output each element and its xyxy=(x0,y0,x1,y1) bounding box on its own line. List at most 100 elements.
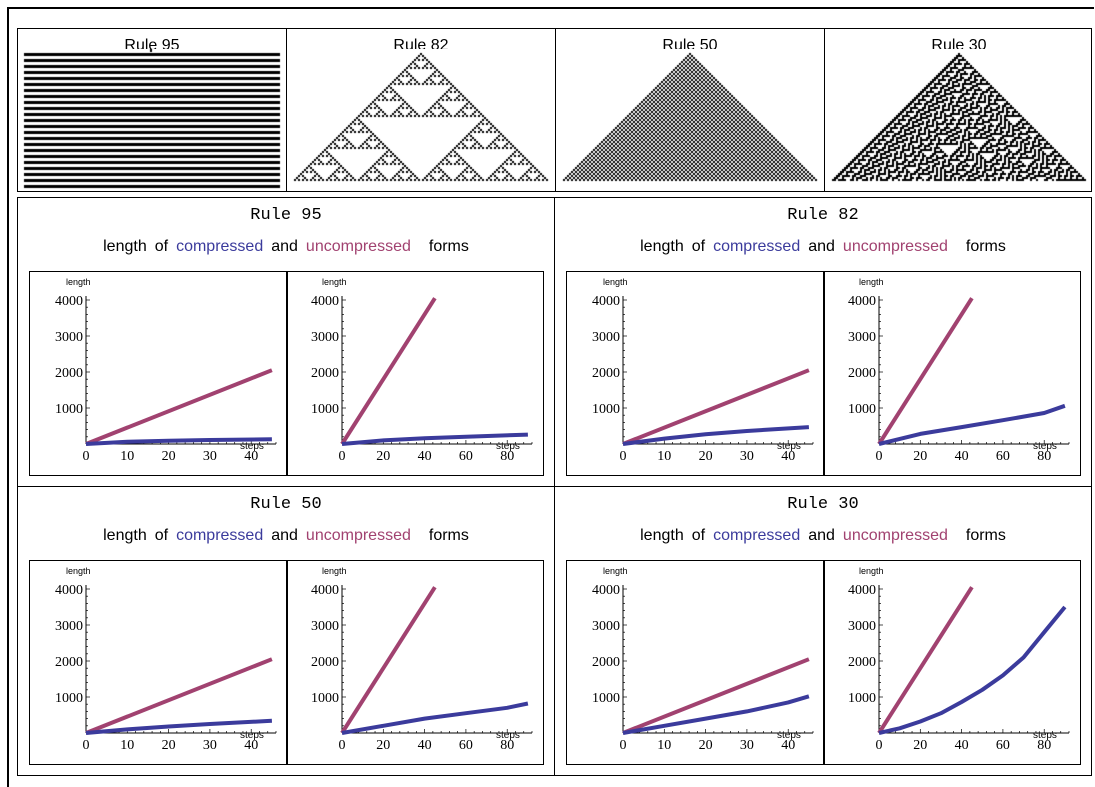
x-tick-label: 40 xyxy=(781,738,795,753)
plot-box: 0 10 20 30 40 1000 2000 3000 4000 length steps 0 20 4… xyxy=(566,271,1081,476)
x-tick-label: 0 xyxy=(620,738,627,753)
series-line-compressed xyxy=(85,718,273,735)
subtitle-word: of xyxy=(154,238,169,255)
y-tick-label: 2000 xyxy=(311,655,339,670)
plot-box: 0 10 20 30 40 1000 2000 3000 4000 length steps 0 20 4… xyxy=(29,271,544,476)
y-tick-label: 3000 xyxy=(848,619,876,634)
y-tick-label: 3000 xyxy=(311,330,339,345)
x-tick-label: 30 xyxy=(203,738,217,753)
series-line-uncompressed xyxy=(85,657,273,735)
series-line-compressed xyxy=(622,425,810,446)
x-axis-label: steps xyxy=(1033,730,1057,741)
chart-panel: Rule 30 length of compressed and uncompressed… xyxy=(554,486,1092,776)
y-axis-label: length xyxy=(859,277,884,287)
y-axis-label: length xyxy=(859,566,884,576)
y-tick-label: 2000 xyxy=(848,655,876,670)
series-line-uncompressed xyxy=(85,368,273,446)
subplot-divider xyxy=(823,561,825,764)
subtitle-word: length xyxy=(103,527,147,544)
chart-panel: Rule 95 length of compressed and uncompressed… xyxy=(17,197,555,487)
rule-cell-50: Rule 50 xyxy=(555,29,824,191)
x-tick-label: 0 xyxy=(876,738,883,753)
y-axis-label: length xyxy=(603,566,628,576)
y-tick-label: 4000 xyxy=(848,583,876,598)
line-subplot: 0 20 40 60 80 1000 2000 3000 4000 length steps xyxy=(848,566,1070,753)
y-axis-label: length xyxy=(66,277,91,287)
subtitle-word: length xyxy=(640,238,684,255)
subtitle-word: length xyxy=(103,238,147,255)
x-tick-label: 0 xyxy=(339,738,346,753)
y-tick-label: 1000 xyxy=(848,691,876,706)
subplot-divider xyxy=(286,561,288,764)
x-tick-label: 40 xyxy=(781,449,795,464)
x-axis-label: steps xyxy=(496,441,520,452)
panel-subtitle: length of compressed and uncompressed forms xyxy=(18,527,554,545)
subtitle-word: and xyxy=(808,527,835,544)
x-tick-label: 60 xyxy=(996,738,1010,753)
subtitle-uncompressed: uncompressed xyxy=(305,238,411,255)
x-tick-label: 40 xyxy=(244,738,258,753)
series-line-uncompressed xyxy=(622,368,810,446)
x-tick-label: 10 xyxy=(120,738,134,753)
rule-30-pattern xyxy=(827,49,1091,189)
x-tick-label: 20 xyxy=(699,449,713,464)
subtitle-compressed: compressed xyxy=(713,238,801,255)
panel-subtitle: length of compressed and uncompressed forms xyxy=(555,238,1091,256)
y-tick-label: 2000 xyxy=(848,366,876,381)
y-tick-label: 3000 xyxy=(592,619,620,634)
subtitle-word: of xyxy=(154,527,169,544)
series-line-compressed xyxy=(85,437,272,446)
plot-box: 0 10 20 30 40 1000 2000 3000 4000 length steps 0 20 4… xyxy=(29,560,544,765)
y-tick-label: 1000 xyxy=(55,402,83,417)
panel-title: Rule 95 xyxy=(250,206,322,225)
x-tick-label: 80 xyxy=(500,449,514,464)
x-axis-label: steps xyxy=(777,441,801,452)
x-axis-label: steps xyxy=(240,730,264,741)
line-subplot: 0 20 40 60 80 1000 2000 3000 4000 length steps xyxy=(848,277,1070,464)
subtitle-uncompressed: uncompressed xyxy=(842,527,948,544)
y-tick-label: 1000 xyxy=(55,691,83,706)
x-tick-label: 10 xyxy=(120,449,134,464)
y-tick-label: 2000 xyxy=(311,366,339,381)
x-axis-label: steps xyxy=(496,730,520,741)
line-subplot: 0 10 20 30 40 1000 2000 3000 4000 length steps xyxy=(592,566,814,753)
y-tick-label: 1000 xyxy=(848,402,876,417)
line-subplot: 0 20 40 60 80 1000 2000 3000 4000 length steps xyxy=(311,566,533,753)
series-line-uncompressed xyxy=(340,297,437,446)
subtitle-word: and xyxy=(808,238,835,255)
x-tick-label: 40 xyxy=(955,449,969,464)
y-axis-label: length xyxy=(603,277,628,287)
x-tick-label: 80 xyxy=(1037,738,1051,753)
y-tick-label: 3000 xyxy=(592,330,620,345)
x-tick-label: 0 xyxy=(876,449,883,464)
y-tick-label: 2000 xyxy=(592,655,620,670)
subtitle-compressed: compressed xyxy=(713,527,801,544)
chart-panel: Rule 82 length of compressed and uncompressed… xyxy=(554,197,1092,487)
x-tick-label: 80 xyxy=(500,738,514,753)
subtitle-word: length xyxy=(640,527,684,544)
x-tick-label: 60 xyxy=(459,738,473,753)
subtitle-word: and xyxy=(271,238,298,255)
y-axis-label: length xyxy=(322,277,347,287)
x-axis-label: steps xyxy=(777,730,801,741)
x-tick-label: 10 xyxy=(657,449,671,464)
rule-50-pattern xyxy=(558,49,822,189)
series-line-uncompressed xyxy=(622,657,810,735)
series-line-compressed xyxy=(878,605,1067,735)
x-tick-label: 0 xyxy=(83,738,90,753)
rule-cell-82: Rule 82 xyxy=(286,29,555,191)
y-tick-label: 4000 xyxy=(311,294,339,309)
subtitle-uncompressed: uncompressed xyxy=(842,238,948,255)
x-tick-label: 20 xyxy=(913,738,927,753)
x-tick-label: 80 xyxy=(1037,449,1051,464)
line-subplot: 0 10 20 30 40 1000 2000 3000 4000 length steps xyxy=(55,277,277,464)
series-line-compressed xyxy=(341,701,529,735)
x-tick-label: 20 xyxy=(913,449,927,464)
x-axis-label: steps xyxy=(240,441,264,452)
line-subplot: 0 20 40 60 80 1000 2000 3000 4000 length steps xyxy=(311,277,533,464)
x-tick-label: 0 xyxy=(83,449,90,464)
x-tick-label: 30 xyxy=(740,738,754,753)
y-tick-label: 4000 xyxy=(848,294,876,309)
x-tick-label: 20 xyxy=(376,738,390,753)
subtitle-compressed: compressed xyxy=(176,238,264,255)
